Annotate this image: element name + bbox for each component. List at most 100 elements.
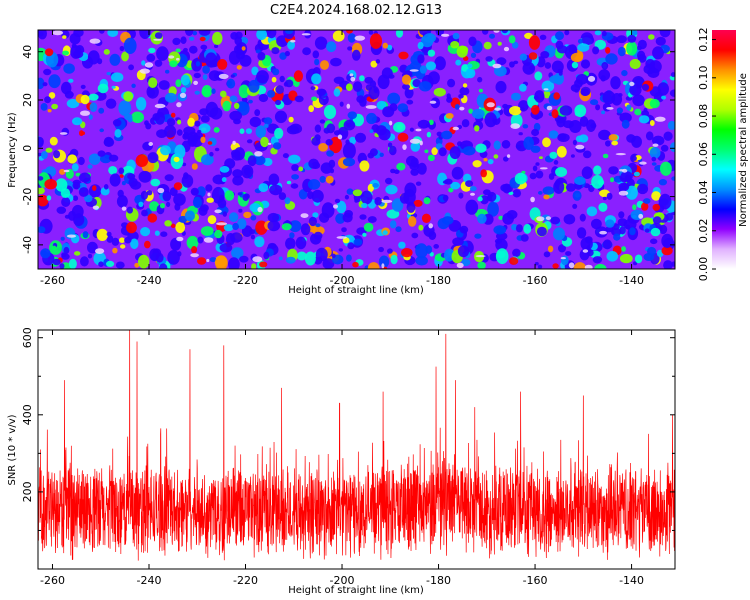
- heatmap-cell: [160, 231, 168, 237]
- heatmap-cell: [251, 263, 257, 269]
- heatmap-cell: [381, 67, 393, 79]
- heatmap-cell: [308, 216, 317, 227]
- heatmap-cell: [249, 116, 262, 128]
- heatmap-cell: [77, 156, 85, 166]
- heatmap-cell: [350, 76, 356, 82]
- heatmap-cell: [220, 90, 227, 98]
- heatmap-cell: [461, 64, 469, 72]
- heatmap-cell: [605, 140, 611, 147]
- heatmap-cell: [378, 246, 384, 253]
- heatmap-cell: [73, 30, 84, 37]
- heatmap-cell: [66, 234, 77, 238]
- heatmap-cell: [294, 95, 304, 103]
- heatmap-cell: [186, 235, 199, 250]
- heatmap-cell: [228, 257, 240, 269]
- heatmap-cell: [288, 154, 301, 164]
- heatmap-cell: [502, 103, 509, 109]
- heatmap-cell: [346, 30, 353, 34]
- heatmap-cell: [638, 213, 644, 219]
- heatmap-cell: [51, 103, 58, 110]
- colorbar-tick-label: 0.02: [697, 219, 710, 244]
- heatmap-cell: [601, 30, 607, 37]
- heatmap-cell: [121, 181, 126, 186]
- heatmap-cell: [523, 136, 534, 150]
- heatmap-cell: [611, 140, 618, 146]
- heatmap-cell: [574, 89, 579, 93]
- heatmap-cell: [346, 123, 352, 128]
- heatmap-cell: [287, 40, 295, 50]
- heatmap-cell: [429, 100, 437, 104]
- heatmap-cell: [256, 30, 267, 41]
- heatmap-cell: [535, 162, 540, 166]
- heatmap-cell: [454, 104, 460, 110]
- heatmap-cell: [459, 225, 469, 234]
- heatmap-cell: [281, 223, 292, 231]
- heatmap-cell: [627, 34, 637, 43]
- heatmap-cell: [252, 256, 263, 263]
- colorbar-gradient: [712, 30, 736, 269]
- x-tick-label: -180: [426, 274, 451, 287]
- heatmap-cell: [88, 114, 93, 120]
- heatmap-cell: [367, 262, 380, 269]
- x-tick-label: -220: [233, 274, 258, 287]
- heatmap-cell: [312, 50, 320, 59]
- heatmap-cell: [182, 133, 189, 140]
- heatmap-cell: [160, 145, 171, 156]
- heatmap-cell: [537, 264, 543, 269]
- heatmap-cell: [431, 147, 438, 156]
- heatmap-cell: [121, 51, 129, 62]
- heatmap-cell: [92, 185, 97, 191]
- heatmap-cell: [570, 154, 575, 158]
- colorbar-tick-label: 0.12: [697, 27, 710, 52]
- heatmap-cell: [331, 253, 336, 258]
- heatmap-cell: [144, 240, 151, 249]
- heatmap-cell: [522, 124, 529, 129]
- heatmap-cell: [398, 51, 409, 60]
- heatmap-cell: [56, 206, 67, 214]
- heatmap-cell: [610, 76, 621, 90]
- heatmap-cell: [575, 135, 583, 143]
- heatmap-cell: [61, 253, 70, 260]
- heatmap-cell: [598, 69, 611, 81]
- heatmap-cell: [205, 184, 213, 192]
- heatmap-cell: [434, 56, 446, 71]
- heatmap-cell: [109, 53, 121, 66]
- heatmap-cell: [190, 187, 199, 196]
- heatmap-cell: [342, 237, 350, 244]
- heatmap-cell: [38, 136, 44, 147]
- heatmap-cell: [314, 124, 322, 133]
- heatmap-cell: [450, 41, 460, 49]
- heatmap-cell: [203, 237, 214, 243]
- heatmap-cell: [586, 206, 598, 217]
- heatmap-cell: [560, 255, 569, 266]
- heatmap-cell: [111, 85, 116, 89]
- heatmap-cell: [531, 104, 540, 115]
- heatmap-cell: [369, 33, 383, 49]
- heatmap-cell: [601, 110, 606, 115]
- heatmap-cell: [368, 30, 374, 35]
- heatmap-cell: [621, 168, 628, 173]
- heatmap-cell: [564, 30, 570, 36]
- heatmap-cell: [217, 59, 228, 70]
- heatmap-cell: [616, 107, 624, 114]
- heatmap-cell: [503, 156, 509, 162]
- heatmap-cell: [140, 227, 151, 237]
- heatmap-cell: [585, 236, 593, 244]
- heatmap-cell: [38, 226, 46, 234]
- heatmap-cell: [347, 111, 357, 120]
- heatmap-cell: [66, 98, 80, 109]
- heatmap-cell: [148, 77, 158, 88]
- heatmap-cell: [322, 258, 335, 269]
- heatmap-cell: [342, 212, 353, 223]
- heatmap-cell: [192, 196, 202, 208]
- heatmap-cell: [655, 36, 666, 46]
- heatmap-cell: [105, 98, 117, 109]
- heatmap-cell: [153, 38, 163, 41]
- heatmap-cell: [106, 231, 112, 237]
- heatmap-cell: [650, 238, 658, 245]
- heatmap-cell: [62, 35, 67, 39]
- heatmap-cell: [520, 234, 529, 242]
- heatmap-cell: [406, 201, 416, 213]
- heatmap-cell: [232, 140, 236, 145]
